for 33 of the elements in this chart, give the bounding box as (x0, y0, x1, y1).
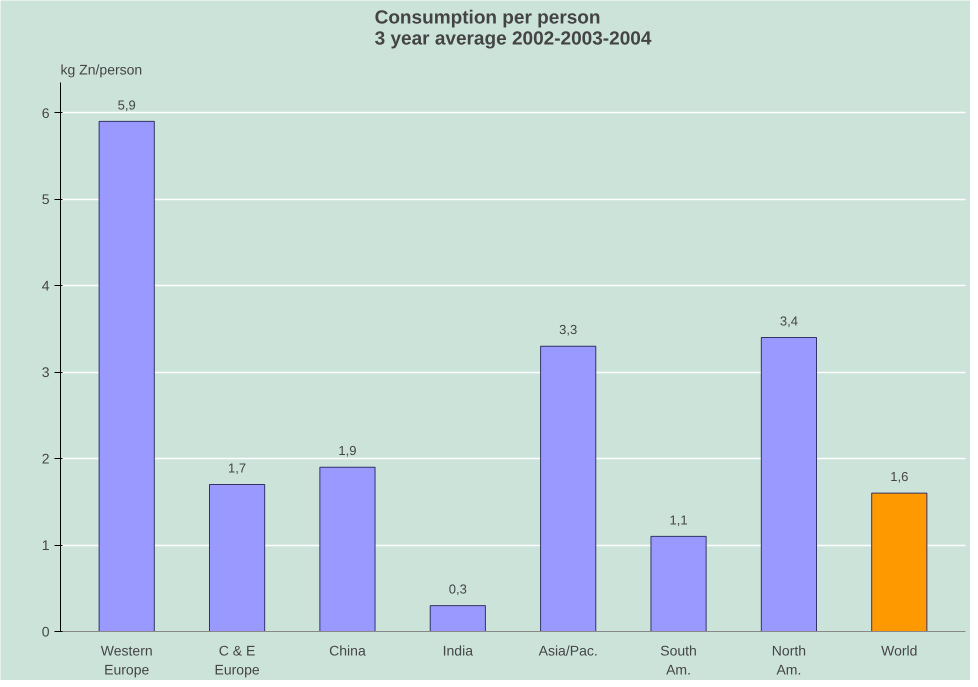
bar (319, 466, 376, 632)
data-label: 3,4 (780, 314, 798, 329)
x-tick-label: World (881, 642, 918, 658)
x-tick-label: South Am. (660, 642, 697, 678)
bar (871, 492, 928, 632)
data-label: 1,9 (338, 443, 356, 458)
y-axis-title: kg Zn/person (60, 62, 142, 78)
bar (760, 337, 818, 632)
data-label: 0,3 (448, 582, 467, 597)
bar (430, 605, 486, 632)
y-tick-label: 0 (42, 624, 50, 640)
x-tick-label: Asia/Pac. (538, 642, 598, 658)
y-tick-label: 6 (42, 104, 50, 121)
y-tick-label: 3 (42, 364, 50, 380)
y-tick-label: 5 (42, 191, 50, 208)
bar (98, 120, 155, 632)
y-tick-label: 4 (42, 278, 50, 294)
x-tick-label: China (329, 642, 366, 658)
bar (650, 536, 707, 632)
data-label: 5,9 (118, 97, 136, 112)
bar (540, 346, 596, 632)
y-tick-label: 1 (42, 537, 50, 554)
x-tick-label: India (442, 642, 474, 658)
data-label: 1,6 (890, 469, 908, 484)
x-tick-label: North Am. (772, 642, 806, 678)
data-label: 3,3 (559, 322, 578, 338)
data-label: 1,1 (670, 512, 688, 528)
bar (208, 484, 266, 632)
x-tick-label: C & E Europe (214, 642, 260, 678)
chart-title: Consumption per person 3 year average 2002-2003-2004 (374, 8, 652, 50)
data-label: 1,7 (228, 460, 246, 476)
x-tick-label: Western Europe (100, 642, 153, 678)
y-tick-label: 2 (42, 450, 50, 467)
